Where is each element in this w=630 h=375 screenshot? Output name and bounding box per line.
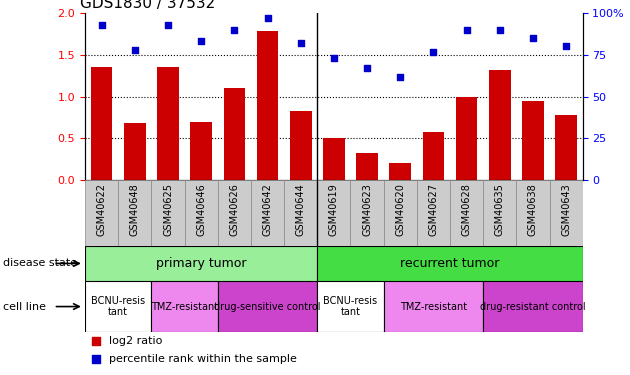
- FancyBboxPatch shape: [151, 281, 218, 332]
- FancyBboxPatch shape: [318, 281, 384, 332]
- Point: [295, 40, 306, 46]
- Text: recurrent tumor: recurrent tumor: [400, 257, 500, 270]
- FancyBboxPatch shape: [218, 180, 251, 246]
- FancyBboxPatch shape: [118, 180, 151, 246]
- Text: primary tumor: primary tumor: [156, 257, 246, 270]
- Text: GSM40626: GSM40626: [229, 183, 239, 236]
- Bar: [423, 132, 444, 180]
- Bar: [522, 101, 544, 180]
- FancyBboxPatch shape: [549, 180, 583, 246]
- Point: [263, 15, 273, 21]
- Text: log2 ratio: log2 ratio: [109, 336, 163, 346]
- FancyBboxPatch shape: [384, 281, 483, 332]
- Point: [130, 47, 140, 53]
- Text: percentile rank within the sample: percentile rank within the sample: [109, 354, 297, 364]
- Point: [495, 27, 505, 33]
- Text: BCNU-resis
tant: BCNU-resis tant: [91, 296, 146, 317]
- Point: [96, 22, 106, 28]
- Text: GSM40643: GSM40643: [561, 183, 571, 236]
- Bar: [257, 32, 278, 180]
- Text: GSM40644: GSM40644: [295, 183, 306, 236]
- Point: [528, 35, 538, 41]
- Text: GSM40635: GSM40635: [495, 183, 505, 236]
- Text: TMZ-resistant: TMZ-resistant: [151, 302, 218, 312]
- Text: GSM40627: GSM40627: [428, 183, 438, 236]
- FancyBboxPatch shape: [85, 246, 318, 281]
- Text: TMZ-resistant: TMZ-resistant: [400, 302, 467, 312]
- FancyBboxPatch shape: [85, 180, 118, 246]
- Point: [91, 356, 101, 362]
- FancyBboxPatch shape: [384, 180, 417, 246]
- FancyBboxPatch shape: [85, 281, 151, 332]
- Bar: [290, 111, 311, 180]
- Point: [395, 74, 405, 80]
- Bar: [190, 122, 212, 180]
- FancyBboxPatch shape: [185, 180, 218, 246]
- Bar: [456, 97, 478, 180]
- Point: [428, 48, 438, 54]
- Bar: [224, 88, 245, 180]
- FancyBboxPatch shape: [318, 180, 350, 246]
- Text: drug-resistant control: drug-resistant control: [480, 302, 586, 312]
- FancyBboxPatch shape: [450, 180, 483, 246]
- Text: GSM40648: GSM40648: [130, 183, 140, 236]
- Bar: [158, 68, 179, 180]
- Point: [229, 27, 239, 33]
- Text: drug-sensitive control: drug-sensitive control: [214, 302, 321, 312]
- FancyBboxPatch shape: [251, 180, 284, 246]
- Point: [196, 39, 206, 45]
- Text: cell line: cell line: [3, 302, 46, 312]
- Text: GSM40638: GSM40638: [528, 183, 538, 236]
- Text: disease state: disease state: [3, 258, 77, 268]
- Text: GSM40628: GSM40628: [462, 183, 472, 236]
- Bar: [91, 68, 112, 180]
- Point: [462, 27, 472, 33]
- Point: [362, 65, 372, 71]
- FancyBboxPatch shape: [284, 180, 318, 246]
- Text: GDS1830 / 37532: GDS1830 / 37532: [80, 0, 215, 10]
- FancyBboxPatch shape: [483, 180, 517, 246]
- Text: GSM40619: GSM40619: [329, 183, 339, 236]
- Bar: [389, 164, 411, 180]
- Bar: [124, 123, 146, 180]
- FancyBboxPatch shape: [517, 180, 549, 246]
- Text: GSM40642: GSM40642: [263, 183, 273, 236]
- Text: GSM40625: GSM40625: [163, 183, 173, 236]
- FancyBboxPatch shape: [483, 281, 583, 332]
- Point: [163, 22, 173, 28]
- Bar: [357, 153, 378, 180]
- Bar: [489, 70, 510, 180]
- Text: GSM40623: GSM40623: [362, 183, 372, 236]
- Point: [561, 44, 571, 50]
- Bar: [556, 115, 577, 180]
- Text: GSM40622: GSM40622: [96, 183, 106, 236]
- Text: GSM40620: GSM40620: [395, 183, 405, 236]
- FancyBboxPatch shape: [318, 246, 583, 281]
- FancyBboxPatch shape: [350, 180, 384, 246]
- FancyBboxPatch shape: [151, 180, 185, 246]
- Point: [91, 338, 101, 344]
- Point: [329, 55, 339, 61]
- Bar: [323, 138, 345, 180]
- FancyBboxPatch shape: [417, 180, 450, 246]
- FancyBboxPatch shape: [218, 281, 318, 332]
- Text: BCNU-resis
tant: BCNU-resis tant: [323, 296, 377, 317]
- Text: GSM40646: GSM40646: [196, 183, 206, 236]
